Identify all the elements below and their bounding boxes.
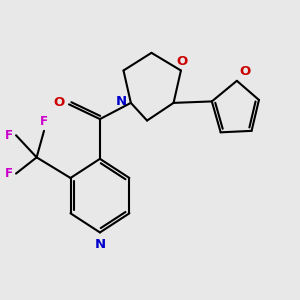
Text: F: F: [5, 167, 13, 180]
Text: N: N: [115, 95, 126, 108]
Text: N: N: [94, 238, 106, 251]
Text: O: O: [240, 65, 251, 78]
Text: F: F: [40, 115, 48, 128]
Text: O: O: [53, 96, 64, 110]
Text: F: F: [5, 129, 13, 142]
Text: O: O: [177, 55, 188, 68]
